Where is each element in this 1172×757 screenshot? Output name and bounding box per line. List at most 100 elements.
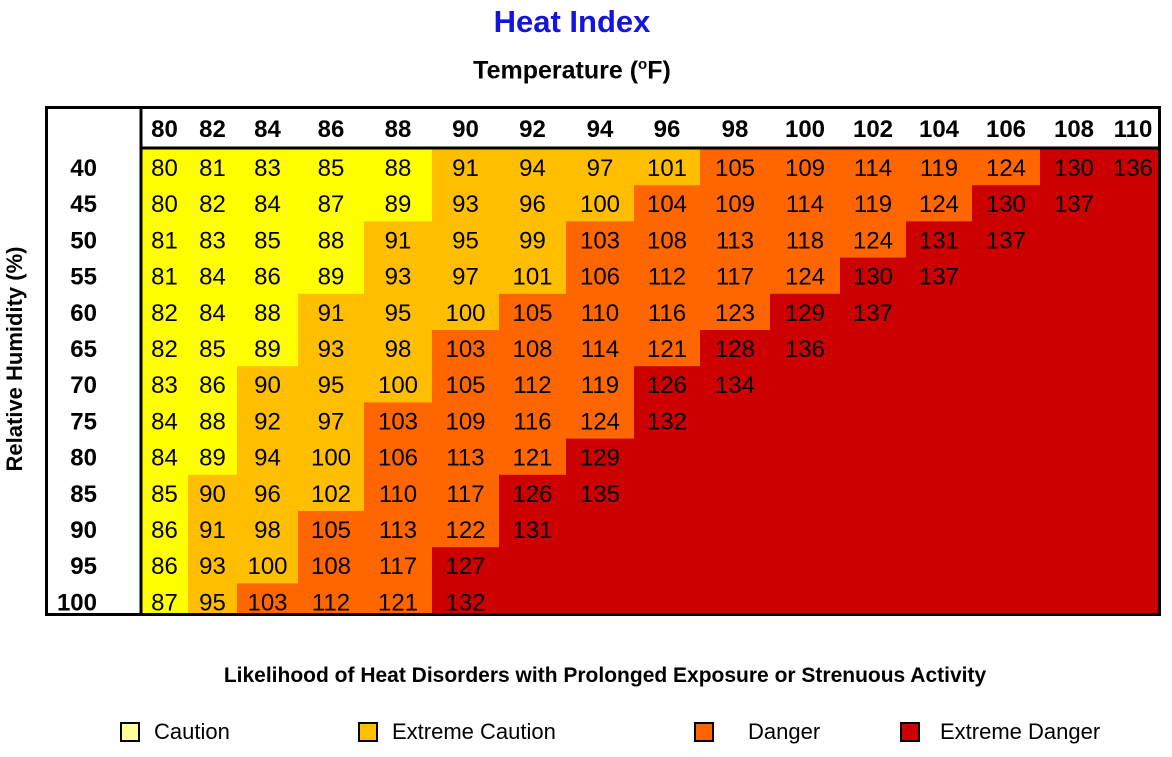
heat-value-85-80: 85 [151, 481, 178, 508]
heat-index-table-frame: 80 82 84 86 88 90 92 94 96 98 100 102 104 106 108 110 40… [45, 106, 1161, 616]
heat-cell-60-82 [188, 293, 238, 331]
heat-value-45-96: 104 [647, 191, 687, 218]
heat-cell-55-82 [188, 257, 238, 295]
heat-value-40-80: 80 [151, 155, 178, 182]
legend-item-extreme-danger: Extreme Danger [900, 717, 1100, 747]
heat-cell-40-90 [432, 149, 500, 186]
heat-cell-80-100 [770, 438, 841, 476]
heat-value-45-90: 93 [452, 191, 479, 218]
heat-cell-100-100 [770, 583, 841, 613]
legend-swatch-danger-icon [694, 722, 714, 742]
heat-value-50-98: 113 [716, 227, 754, 254]
heat-value-50-106: 137 [986, 227, 1026, 254]
heat-value-80-82: 89 [199, 445, 226, 472]
heat-cell-65-106 [972, 330, 1041, 367]
heat-value-85-86: 102 [311, 481, 351, 508]
row-header-40: 40 [70, 155, 97, 182]
heat-cell-65-84 [237, 330, 299, 367]
heat-cell-45-80 [141, 185, 189, 222]
heat-cell-100-102 [840, 583, 907, 613]
heat-value-60-100: 129 [785, 300, 825, 327]
heat-value-50-82: 83 [199, 227, 226, 254]
heat-value-70-94: 119 [581, 372, 619, 399]
heat-cell-75-96 [634, 402, 701, 440]
heat-cell-70-104 [906, 366, 973, 403]
heat-cell-40-108 [1040, 149, 1109, 186]
heat-value-75-90: 109 [445, 408, 485, 435]
heat-cell-40-80 [141, 149, 189, 186]
heat-cell-65-90 [432, 330, 500, 367]
heat-value-55-92: 101 [512, 264, 552, 291]
heat-cell-55-100 [770, 257, 841, 295]
degree-symbol: o [638, 56, 648, 73]
heat-cell-85-108 [1040, 474, 1109, 512]
x-axis-title: Temperature (oF) [0, 56, 1144, 85]
heat-cell-90-100 [770, 511, 841, 548]
heat-value-60-96: 116 [648, 300, 686, 327]
heat-cell-75-110 [1108, 402, 1158, 440]
column-header-102: 102 [853, 116, 893, 143]
heat-value-85-94: 135 [580, 481, 620, 508]
heat-value-60-92: 105 [512, 300, 552, 327]
heat-cell-85-110 [1108, 474, 1158, 512]
heat-cell-60-88 [364, 293, 433, 331]
heat-value-65-90: 103 [445, 336, 485, 363]
heat-cell-60-110 [1108, 293, 1158, 331]
heat-value-65-80: 82 [151, 336, 178, 363]
heat-value-85-90: 117 [446, 481, 484, 508]
heat-value-75-80: 84 [151, 408, 178, 435]
heat-value-55-102: 130 [853, 264, 893, 291]
legend-item-caution: Caution [120, 717, 230, 747]
heat-value-100-84: 103 [247, 589, 287, 613]
heat-cell-45-110 [1108, 185, 1158, 222]
heat-value-45-108: 137 [1054, 191, 1094, 218]
heat-value-55-90: 97 [452, 264, 479, 291]
heat-value-80-90: 113 [446, 445, 484, 472]
x-axis-label: Temperature ( [473, 56, 639, 85]
heat-value-90-86: 105 [311, 517, 351, 544]
heat-value-100-82: 95 [199, 589, 226, 613]
heat-value-50-94: 103 [580, 227, 620, 254]
heat-cell-95-88 [364, 547, 433, 584]
heat-cell-65-80 [141, 330, 189, 367]
heat-cell-95-108 [1040, 547, 1109, 584]
heat-cell-75-104 [906, 402, 973, 440]
heat-value-70-92: 112 [513, 372, 551, 399]
heat-value-65-100: 136 [785, 336, 825, 363]
heat-value-75-86: 97 [318, 408, 345, 435]
heat-value-40-90: 91 [452, 155, 479, 182]
heat-cell-95-100 [770, 547, 841, 584]
heat-cell-95-102 [840, 547, 907, 584]
heat-cell-90-82 [188, 511, 238, 548]
heat-cell-50-104 [906, 221, 973, 259]
legend-item-extreme-caution: Extreme Caution [358, 717, 556, 747]
heat-cell-70-110 [1108, 366, 1158, 403]
heat-cell-70-86 [298, 366, 365, 403]
heat-value-50-84: 85 [254, 227, 281, 254]
heat-value-80-84: 94 [254, 445, 281, 472]
heat-value-100-88: 121 [378, 589, 418, 613]
heat-cell-90-108 [1040, 511, 1109, 548]
heat-cell-45-82 [188, 185, 238, 222]
heat-cell-50-102 [840, 221, 907, 259]
heat-value-50-96: 108 [647, 227, 687, 254]
heat-value-90-84: 98 [254, 517, 281, 544]
heat-cell-90-104 [906, 511, 973, 548]
heat-cell-65-94 [566, 330, 635, 367]
heat-cell-45-96 [634, 185, 701, 222]
heat-cell-50-98 [700, 221, 771, 259]
heat-cell-45-106 [972, 185, 1041, 222]
heat-cell-85-102 [840, 474, 907, 512]
heat-value-60-82: 84 [199, 300, 226, 327]
heat-value-40-88: 88 [385, 155, 412, 182]
heat-cell-40-88 [364, 149, 433, 186]
heat-cell-90-110 [1108, 511, 1158, 548]
heat-cell-90-84 [237, 511, 299, 548]
column-header-104: 104 [919, 116, 960, 143]
heat-cell-40-104 [906, 149, 973, 186]
heat-cell-70-102 [840, 366, 907, 403]
heat-value-60-94: 110 [581, 300, 619, 327]
heat-cell-50-84 [237, 221, 299, 259]
heat-cell-80-98 [700, 438, 771, 476]
heat-value-40-110: 136 [1113, 155, 1153, 182]
